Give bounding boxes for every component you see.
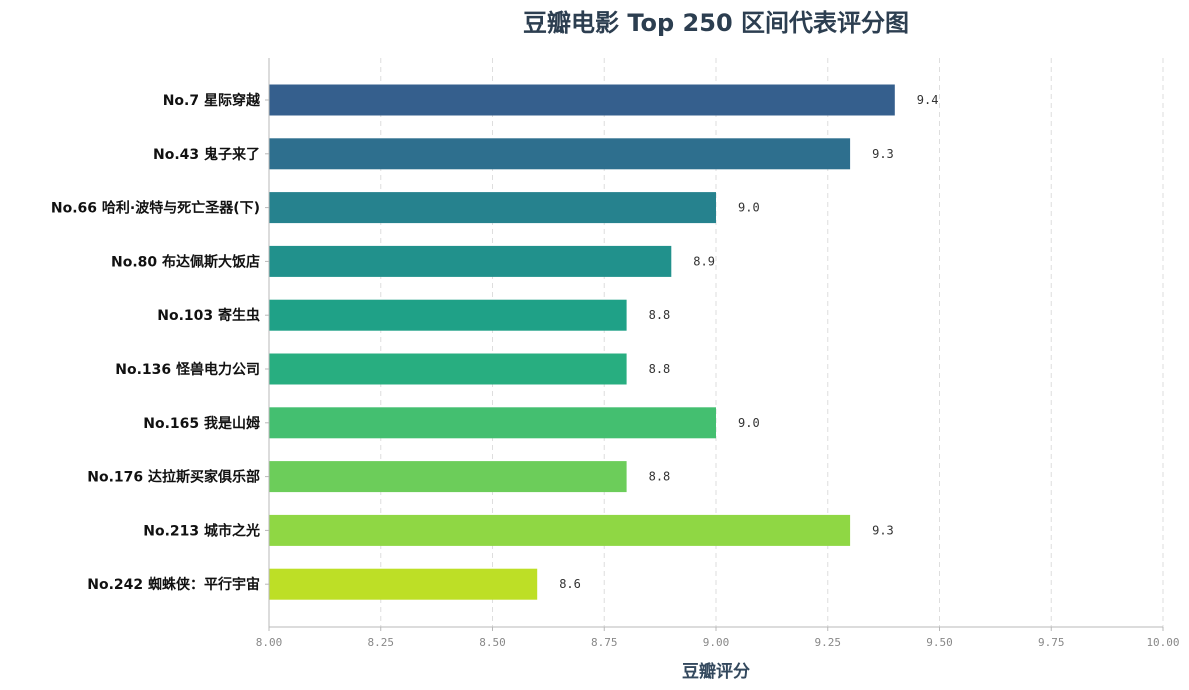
x-tick-label: 8.25 bbox=[368, 636, 395, 649]
x-tick-label: 9.25 bbox=[815, 636, 842, 649]
x-tick-label: 8.00 bbox=[256, 636, 283, 649]
category-label: No.103 寄生虫 bbox=[157, 307, 260, 324]
bar bbox=[269, 192, 716, 224]
category-label: No.176 达拉斯买家俱乐部 bbox=[87, 469, 260, 486]
chart-title: 豆瓣电影 Top 250 区间代表评分图 bbox=[523, 9, 909, 37]
bar-value-label: 8.8 bbox=[649, 308, 671, 322]
category-label: No.242 蜘蛛侠：平行宇宙 bbox=[87, 576, 260, 593]
bars bbox=[269, 84, 895, 600]
x-tick-label: 8.75 bbox=[591, 636, 618, 649]
category-label: No.66 哈利·波特与死亡圣器(下) bbox=[51, 200, 260, 217]
category-label: No.43 鬼子来了 bbox=[153, 146, 260, 163]
bar-value-label: 9.0 bbox=[738, 416, 760, 430]
category-label: No.80 布达佩斯大饭店 bbox=[111, 253, 260, 270]
bar bbox=[269, 353, 627, 385]
bar bbox=[269, 138, 851, 170]
x-tick-label: 8.50 bbox=[479, 636, 506, 649]
bar bbox=[269, 461, 627, 493]
x-axis-label: 豆瓣评分 bbox=[682, 661, 750, 682]
bar-value-label: 9.3 bbox=[872, 523, 894, 537]
category-label: No.213 城市之光 bbox=[143, 522, 260, 539]
x-tick-label: 9.00 bbox=[703, 636, 730, 649]
category-label: No.165 我是山姆 bbox=[143, 415, 260, 432]
bar bbox=[269, 245, 672, 277]
bar bbox=[269, 84, 895, 116]
category-label: No.7 星际穿越 bbox=[163, 92, 261, 109]
bar-value-labels: 9.4 9.3 9.0 8.9 8.8 8.8 9.0 8.8 9.3 8.6 bbox=[559, 93, 938, 591]
bar bbox=[269, 514, 851, 546]
bar bbox=[269, 568, 538, 600]
bar-value-label: 8.6 bbox=[559, 577, 581, 591]
y-axis-category-labels: No.7 星际穿越 No.43 鬼子来了 No.66 哈利·波特与死亡圣器(下) No… bbox=[51, 92, 269, 593]
category-label: No.136 怪兽电力公司 bbox=[115, 361, 260, 378]
bar-value-label: 8.8 bbox=[649, 470, 671, 484]
bar-value-label: 9.3 bbox=[872, 147, 894, 161]
bar-value-label: 9.4 bbox=[917, 93, 939, 107]
x-tick-label: 9.50 bbox=[926, 636, 953, 649]
x-tick-label: 9.75 bbox=[1038, 636, 1065, 649]
x-axis-ticks: 8.00 8.25 8.50 8.75 9.00 9.25 9.50 9.75 10.00 bbox=[256, 627, 1180, 649]
bar-value-label: 8.8 bbox=[649, 362, 671, 376]
bar-value-label: 8.9 bbox=[693, 254, 715, 268]
bar bbox=[269, 299, 627, 331]
bar bbox=[269, 407, 716, 439]
x-tick-label: 10.00 bbox=[1146, 636, 1179, 649]
bar-value-label: 9.0 bbox=[738, 201, 760, 215]
